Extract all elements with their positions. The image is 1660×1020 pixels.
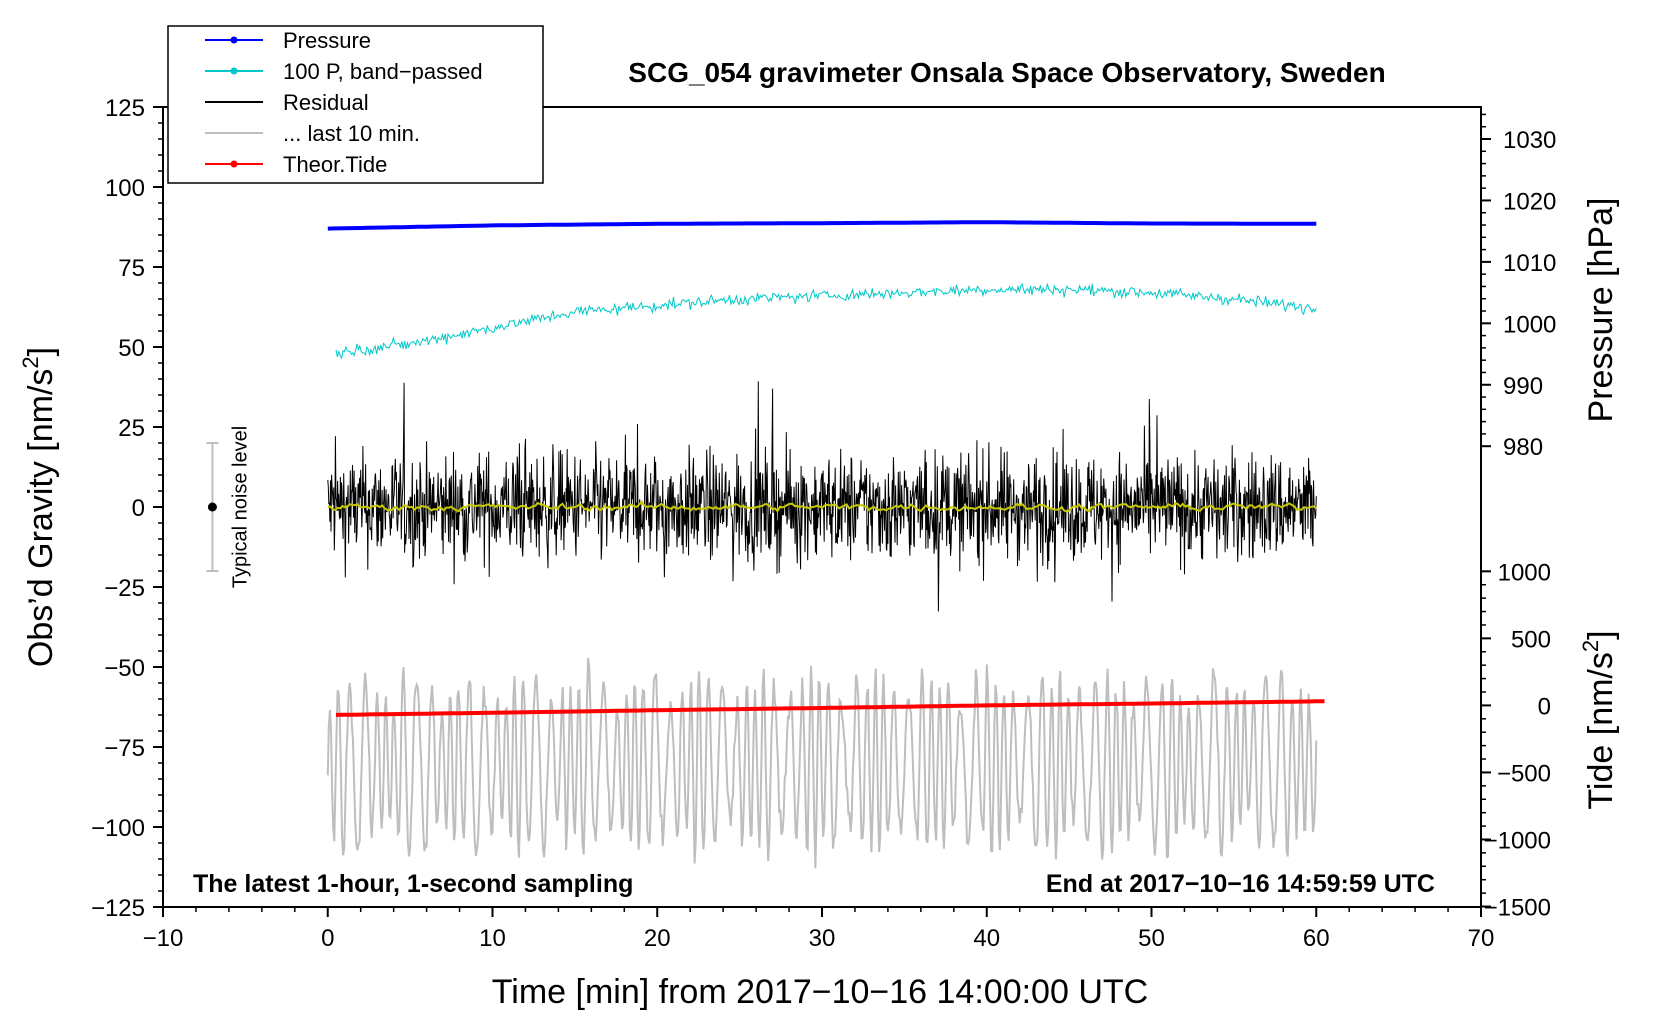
pressure-tick-label: 1020 bbox=[1503, 188, 1556, 215]
x-tick-label: 20 bbox=[644, 925, 671, 952]
y-axis-label: Obs’d Gravity [nm/s2] bbox=[18, 347, 60, 667]
series-pressure bbox=[327, 220, 1317, 231]
x-tick-label: 40 bbox=[973, 925, 1000, 952]
legend-swatch-dot bbox=[230, 67, 238, 75]
legend-label: 100 P, band−passed bbox=[283, 59, 483, 84]
tide-axis-label-main: Tide [nm/s bbox=[1582, 652, 1620, 809]
pressure-tick-label: 980 bbox=[1503, 434, 1543, 461]
legend-box bbox=[167, 25, 544, 184]
tide-tick-label: −1000 bbox=[1484, 827, 1551, 854]
legend-swatch-dot bbox=[230, 160, 238, 168]
legend-label: Residual bbox=[283, 90, 369, 115]
legend-swatch-dot bbox=[230, 36, 238, 44]
y-tick-label: 100 bbox=[105, 175, 145, 202]
y-tick-label: 125 bbox=[105, 95, 145, 122]
series-residual-smoothed bbox=[327, 500, 1317, 513]
y-tick-label: −75 bbox=[104, 735, 145, 762]
series-layer bbox=[326, 220, 1325, 869]
tide-tick-label: −500 bbox=[1497, 760, 1551, 787]
pressure-tick-label: 1030 bbox=[1503, 127, 1556, 154]
y-axis-ticks: 125 100 75 50 25 0 −25 −50 −75 −100 −125 bbox=[91, 95, 163, 922]
tide-tick-label: −1500 bbox=[1484, 895, 1551, 922]
legend-label: Theor.Tide bbox=[283, 152, 387, 177]
y-tick-label: −50 bbox=[104, 655, 145, 682]
annotation-end-time: End at 2017−10−16 14:59:59 UTC bbox=[1046, 870, 1435, 898]
x-axis-ticks: −10 0 10 20 30 40 50 60 70 bbox=[143, 907, 1495, 952]
pressure-tick-label: 1000 bbox=[1503, 311, 1556, 338]
y-tick-label: −25 bbox=[104, 575, 145, 602]
legend-label: Pressure bbox=[283, 28, 371, 53]
x-axis-label: Time [min] from 2017−10−16 14:00:00 UTC bbox=[492, 973, 1148, 1011]
tide-axis-label-close: ] bbox=[1582, 630, 1620, 639]
series-residual bbox=[327, 381, 1317, 612]
x-tick-label: −10 bbox=[143, 925, 184, 952]
legend-label: ... last 10 min. bbox=[283, 121, 420, 146]
x-tick-label: 50 bbox=[1138, 925, 1165, 952]
x-tick-label: 60 bbox=[1303, 925, 1330, 952]
tide-tick-label: 1000 bbox=[1498, 559, 1551, 586]
x-tick-label: 10 bbox=[479, 925, 506, 952]
noise-center-dot bbox=[207, 502, 217, 512]
y-tick-label: 25 bbox=[118, 415, 145, 442]
pressure-tick-label: 1010 bbox=[1503, 250, 1556, 277]
tide-axis-label: Tide [nm/s2] bbox=[1578, 630, 1620, 809]
series-band-passed bbox=[335, 283, 1317, 360]
tide-tick-label: 0 bbox=[1538, 693, 1551, 720]
pressure-axis-ticks: 1030 1020 1010 1000 990 980 bbox=[1481, 113, 1556, 461]
annotation-sampling: The latest 1-hour, 1-second sampling bbox=[193, 870, 633, 898]
pressure-axis-label: Pressure [hPa] bbox=[1582, 198, 1620, 423]
series-last-10-min bbox=[326, 657, 1318, 869]
series-theoretical-tide bbox=[335, 699, 1325, 717]
y-tick-label: 75 bbox=[118, 255, 145, 282]
pressure-tick-label: 990 bbox=[1503, 373, 1543, 400]
tide-tick-label: 500 bbox=[1511, 626, 1551, 653]
legend: Pressure 100 P, band−passed Residual ... la… bbox=[167, 25, 544, 184]
tide-axis-ticks: 1000 500 0 −500 −1000 −1500 bbox=[1481, 559, 1551, 922]
y-axis-label-superscript: 2 bbox=[18, 356, 43, 368]
x-tick-label: 70 bbox=[1468, 925, 1495, 952]
x-tick-label: 30 bbox=[809, 925, 836, 952]
y-tick-label: 50 bbox=[118, 335, 145, 362]
noise-level-indicator: Typical noise level bbox=[206, 426, 251, 588]
y-tick-label: −125 bbox=[91, 895, 145, 922]
noise-label: Typical noise level bbox=[229, 426, 251, 588]
y-axis-label-main: Obs’d Gravity [nm/s bbox=[22, 369, 60, 668]
y-tick-label: −100 bbox=[91, 815, 145, 842]
y-tick-label: 0 bbox=[132, 495, 145, 522]
y-axis-label-close: ] bbox=[22, 347, 60, 356]
x-tick-label: 0 bbox=[321, 925, 334, 952]
tide-axis-label-superscript: 2 bbox=[1578, 640, 1603, 652]
chart-title: SCG_054 gravimeter Onsala Space Observat… bbox=[628, 57, 1385, 88]
